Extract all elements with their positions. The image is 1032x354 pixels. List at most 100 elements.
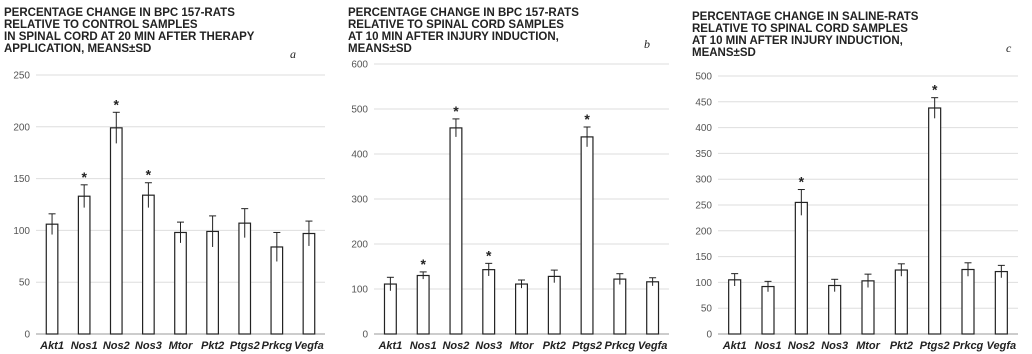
- y-tick-label: 400: [351, 150, 368, 161]
- x-tick-label: Vegfa: [638, 340, 668, 352]
- x-tick-label: Nos1: [71, 340, 98, 352]
- bar: [861, 280, 875, 335]
- y-tick-label: 200: [351, 240, 368, 251]
- significance-marker: *: [486, 247, 492, 263]
- chart-title-line: RELATIVE TO CONTROL SAMPLES: [4, 19, 198, 31]
- bar: [961, 268, 975, 335]
- bar: [174, 231, 187, 335]
- x-tick-label: Akt1: [722, 340, 747, 352]
- significance-marker: *: [146, 167, 152, 183]
- y-tick-label: 100: [351, 285, 368, 296]
- x-tick-label: Pkt2: [890, 340, 913, 352]
- significance-marker: *: [932, 82, 938, 98]
- x-tick-label: Nos1: [755, 340, 782, 352]
- chart-title-line: MEANS±SD: [692, 47, 756, 59]
- x-tick-label: Ptgs2: [230, 340, 260, 352]
- chart-panel-a: PERCENTAGE CHANGE IN BPC 157-RATS RELATIV…: [0, 0, 344, 354]
- x-tick-label: Vegfa: [294, 340, 324, 352]
- y-tick-label: 400: [695, 123, 712, 134]
- bar: [928, 107, 942, 335]
- significance-marker: *: [81, 169, 87, 185]
- chart-panel-b: PERCENTAGE CHANGE IN BPC 157-RATS RELATIV…: [344, 0, 688, 354]
- x-tick-label: Prkcg: [262, 340, 293, 352]
- chart-title-line: AT 10 MIN AFTER INJURY INDUCTION,: [348, 31, 559, 43]
- chart-b-svg: PERCENTAGE CHANGE IN BPC 157-RATSRELATIV…: [348, 7, 669, 352]
- y-tick-label: 200: [13, 122, 30, 133]
- bar: [416, 274, 430, 335]
- panel-label: a: [290, 47, 296, 61]
- significance-marker: *: [584, 111, 590, 127]
- bar: [994, 270, 1008, 335]
- bar: [302, 232, 316, 335]
- bar: [109, 127, 123, 335]
- y-tick-label: 0: [24, 330, 30, 341]
- y-tick-label: 150: [695, 252, 712, 263]
- chart-panel-c: PERCENTAGE CHANGE IN SALINE-RATS RELATIVE…: [688, 0, 1032, 354]
- chart-title-line: RELATIVE TO SPINAL CORD SAMPLES: [692, 23, 908, 35]
- x-tick-label: Nos2: [788, 340, 815, 352]
- y-tick-label: 600: [351, 60, 368, 71]
- y-tick-label: 50: [701, 304, 713, 315]
- y-tick-label: 450: [695, 97, 712, 108]
- bar: [547, 275, 561, 335]
- x-tick-label: Nos2: [103, 340, 130, 352]
- y-tick-label: 250: [13, 71, 30, 82]
- panel-label: b: [644, 37, 650, 51]
- bar: [515, 283, 529, 335]
- y-tick-label: 500: [695, 72, 712, 83]
- x-tick-label: Prkcg: [953, 340, 984, 352]
- x-tick-label: Nos2: [442, 340, 469, 352]
- chart-title-line: APPLICATION, MEANS±SD: [4, 43, 151, 55]
- y-tick-label: 350: [695, 149, 712, 160]
- x-tick-label: Mtor: [510, 340, 535, 352]
- chart-c-svg: PERCENTAGE CHANGE IN SALINE-RATSRELATIVE…: [692, 11, 1018, 352]
- chart-title-line: PERCENTAGE CHANGE IN SALINE-RATS: [692, 11, 919, 23]
- bar: [794, 201, 808, 335]
- chart-title-line: PERCENTAGE CHANGE IN BPC 157-RATS: [4, 7, 235, 19]
- x-tick-label: Mtor: [169, 340, 194, 352]
- y-tick-label: 50: [19, 278, 31, 289]
- x-tick-label: Ptgs2: [572, 340, 602, 352]
- chart-title-line: IN SPINAL CORD AT 20 MIN AFTER THERAPY: [4, 31, 255, 43]
- significance-marker: *: [453, 103, 459, 119]
- bar: [482, 269, 496, 335]
- bar: [828, 284, 842, 335]
- y-tick-label: 200: [695, 226, 712, 237]
- bar: [238, 222, 252, 335]
- x-tick-label: Pkt2: [543, 340, 566, 352]
- x-tick-label: Nos1: [410, 340, 437, 352]
- x-tick-label: Pkt2: [201, 340, 224, 352]
- x-tick-label: Akt1: [39, 340, 64, 352]
- significance-marker: *: [420, 256, 426, 272]
- x-tick-label: Mtor: [856, 340, 881, 352]
- y-tick-label: 100: [695, 278, 712, 289]
- bar: [449, 127, 463, 335]
- x-tick-label: Nos3: [135, 340, 162, 352]
- x-tick-label: Ptgs2: [920, 340, 950, 352]
- x-tick-label: Nos3: [821, 340, 848, 352]
- y-tick-label: 250: [695, 201, 712, 212]
- bar: [142, 194, 155, 335]
- y-tick-label: 150: [13, 174, 30, 185]
- bar: [613, 278, 627, 335]
- chart-a-svg: PERCENTAGE CHANGE IN BPC 157-RATSRELATIV…: [4, 7, 325, 352]
- y-tick-label: 100: [13, 226, 30, 237]
- bar: [894, 269, 908, 335]
- y-tick-label: 300: [695, 175, 712, 186]
- chart-title-line: AT 10 MIN AFTER INJURY INDUCTION,: [692, 35, 903, 47]
- bar: [580, 136, 594, 335]
- bar: [77, 195, 91, 335]
- chart-title-line: MEANS±SD: [348, 43, 412, 55]
- y-tick-label: 0: [362, 330, 368, 341]
- y-tick-label: 300: [351, 195, 368, 206]
- bar: [728, 279, 742, 335]
- bar: [761, 285, 775, 335]
- bar: [383, 283, 397, 335]
- x-tick-label: Nos3: [475, 340, 502, 352]
- significance-marker: *: [799, 174, 805, 190]
- chart-title-line: PERCENTAGE CHANGE IN BPC 157-RATS: [348, 7, 579, 19]
- significance-marker: *: [114, 96, 120, 112]
- bar: [646, 281, 660, 335]
- x-tick-label: Prkcg: [605, 340, 636, 352]
- panel-label: c: [1006, 41, 1012, 55]
